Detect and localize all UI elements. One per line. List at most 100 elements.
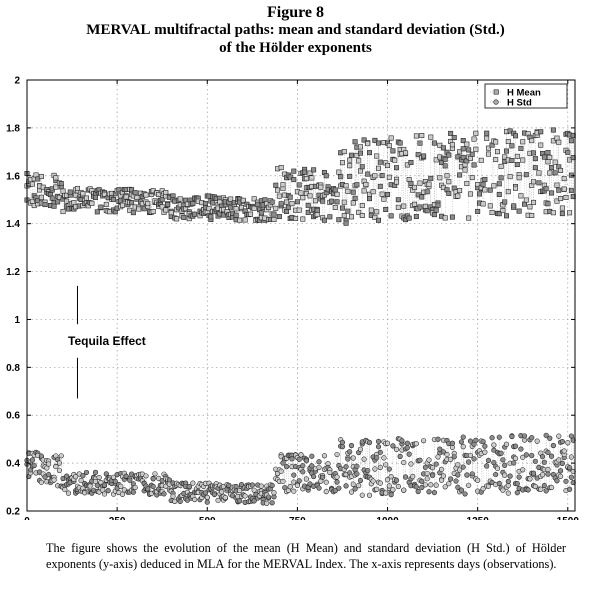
data-point	[309, 175, 315, 181]
data-point	[404, 445, 410, 451]
caption-part-3: Index. The x-axis represents days (obser…	[312, 557, 557, 571]
axis-ticks: 0 250 500 750 1000 1250 1500 0.2 0.4 0.6 0.8 1 1.2 1.…	[6, 76, 579, 521]
data-point	[412, 184, 418, 190]
data-point	[446, 481, 452, 487]
data-point	[161, 491, 167, 497]
data-point	[557, 473, 564, 479]
data-point	[294, 482, 300, 488]
data-point	[381, 196, 387, 202]
chart: 0 250 500 750 1000 1250 1500 0.2 0.4 0.6 0.8 1 1.2 1.…	[6, 76, 579, 521]
title-text: multifractal paths: mean and standard de…	[150, 22, 505, 38]
data-point	[404, 440, 410, 446]
data-point	[127, 477, 133, 483]
data-point	[255, 201, 261, 207]
data-point	[275, 187, 281, 193]
data-point	[403, 150, 409, 156]
data-point	[514, 481, 520, 487]
data-point	[476, 191, 482, 197]
data-point	[130, 210, 136, 216]
data-point	[143, 192, 149, 198]
data-point	[406, 215, 412, 221]
data-point	[168, 210, 174, 216]
data-point	[545, 449, 551, 456]
data-point	[348, 152, 354, 158]
data-point	[377, 480, 383, 486]
data-point	[505, 490, 511, 496]
data-point	[467, 452, 474, 458]
data-point	[101, 482, 108, 488]
data-point	[433, 482, 439, 488]
data-point	[242, 493, 248, 499]
data-point	[38, 173, 44, 179]
data-point	[215, 497, 221, 503]
data-point	[93, 194, 99, 200]
data-point	[489, 435, 495, 441]
data-point	[440, 145, 446, 151]
data-point	[565, 149, 571, 155]
data-point	[350, 189, 356, 195]
data-point	[278, 201, 284, 207]
data-point	[211, 491, 218, 498]
data-point	[531, 150, 537, 156]
data-point	[374, 153, 380, 159]
data-point	[276, 193, 282, 199]
data-point	[390, 148, 396, 154]
data-point	[242, 217, 248, 223]
data-point	[311, 473, 317, 480]
data-point	[480, 181, 486, 187]
data-point	[56, 467, 63, 473]
data-point	[338, 174, 344, 180]
legend-marker	[493, 99, 499, 105]
data-point	[361, 137, 367, 143]
figure-title-line2: of the Hölder exponents	[219, 40, 372, 56]
data-point	[480, 438, 486, 445]
data-point	[377, 159, 383, 165]
data-point	[132, 190, 138, 196]
data-point	[83, 195, 89, 201]
legend-label: H Mean	[507, 88, 541, 99]
caption-part-1: The figure shows the evolution of the me…	[46, 541, 566, 571]
data-point	[415, 488, 421, 495]
data-point	[471, 456, 477, 462]
data-point	[442, 163, 448, 169]
data-point	[280, 182, 286, 188]
data-point	[352, 486, 358, 492]
data-point	[336, 485, 342, 491]
figure-title: MERVAL multifractal paths: mean and stan…	[0, 22, 591, 39]
data-point	[505, 478, 511, 485]
data-point	[449, 440, 456, 446]
x-tick-label: 1500	[557, 516, 580, 520]
data-point	[439, 477, 445, 483]
data-point	[298, 190, 304, 196]
data-point	[413, 133, 419, 139]
data-point	[556, 433, 562, 439]
y-tick-label: 2	[14, 76, 20, 87]
data-point	[538, 486, 544, 492]
series-h-mean	[24, 127, 576, 226]
data-point	[269, 199, 275, 205]
caption-method-name: MLA	[196, 557, 225, 571]
data-point	[496, 191, 502, 197]
data-point	[386, 143, 392, 149]
data-point	[320, 474, 326, 480]
data-point	[548, 453, 555, 459]
data-point	[426, 457, 432, 463]
data-point	[419, 194, 425, 200]
data-point	[466, 147, 472, 153]
data-point	[251, 196, 257, 202]
data-point	[437, 446, 443, 452]
data-point	[359, 164, 365, 170]
data-point	[73, 474, 79, 480]
data-point	[303, 476, 310, 482]
data-point	[65, 490, 72, 496]
legend-box	[484, 83, 568, 109]
data-point	[565, 440, 571, 446]
data-point	[503, 148, 509, 154]
figure-caption: The figure shows the evolution of the me…	[46, 540, 566, 572]
data-point	[493, 139, 499, 145]
data-point	[394, 179, 400, 185]
data-point	[417, 140, 423, 146]
data-point	[455, 193, 461, 199]
y-tick-label: 1.2	[6, 267, 20, 278]
